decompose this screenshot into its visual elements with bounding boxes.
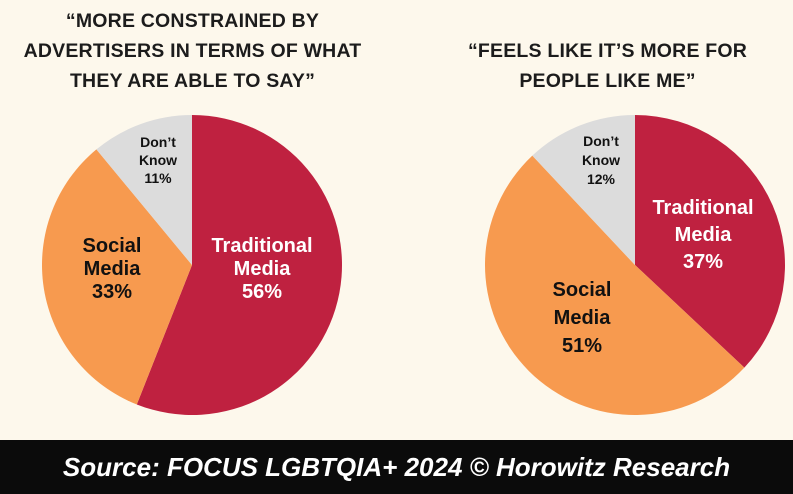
pie-slice-dont-know xyxy=(96,115,192,265)
left-chart-title: “MORE CONSTRAINED BY ADVERTISERS IN TERM… xyxy=(23,10,362,92)
slice-label-0: Traditional Media 56% xyxy=(211,235,312,303)
source-text: Source: FOCUS LGBTQIA+ 2024 © Horowitz R… xyxy=(62,452,731,482)
pie-slice-traditional-media xyxy=(635,115,785,368)
pie-slice-traditional-media xyxy=(136,115,342,415)
source-footer: Source: FOCUS LGBTQIA+ 2024 © Horowitz R… xyxy=(0,440,793,494)
pie-slice-dont-know xyxy=(532,115,635,265)
left-pie-chart: Traditional Media 56% Social Media 33% Don’t Kn… xyxy=(41,115,342,415)
slice-label-2: Don’t Know 11% xyxy=(139,134,177,186)
pie-slice-social-media xyxy=(484,155,745,416)
pie-slice-social-media xyxy=(41,149,192,405)
slice-label-0: Traditional Media 37% xyxy=(652,197,753,273)
slice-label-1: Social Media 33% xyxy=(83,235,142,303)
right-chart-title: “FEELS LIKE IT’S MORE FOR PEOPLE LIKE ME… xyxy=(467,40,748,92)
right-pie-chart: Traditional Media 37% Social Media 51% Don’t Kn… xyxy=(484,115,785,416)
slice-label-1: Social Media 51% xyxy=(553,279,612,357)
slice-label-2: Don’t Know 12% xyxy=(582,133,620,187)
